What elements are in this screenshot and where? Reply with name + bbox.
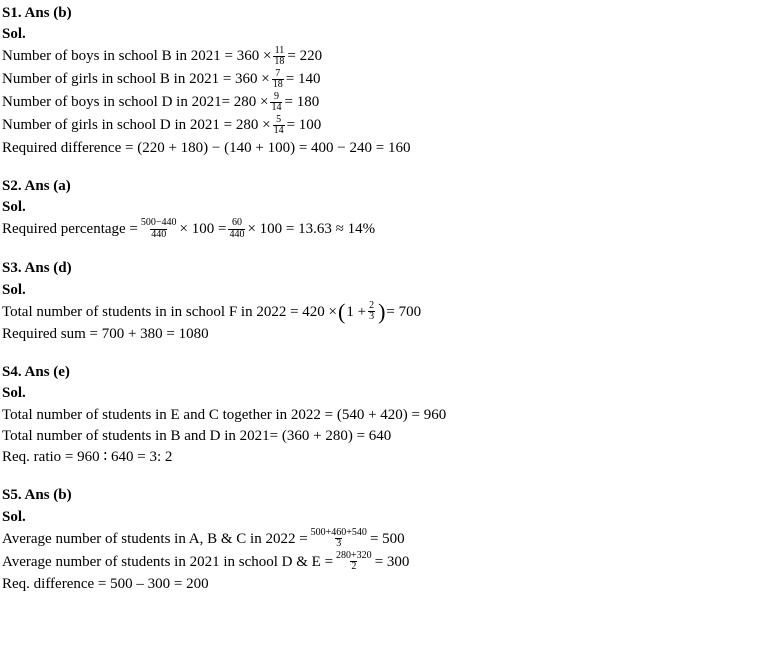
s4-line1: Total number of students in E and C toge… [2, 405, 755, 425]
s2-sol-label: Sol. [2, 197, 755, 217]
frac-den: 18 [273, 56, 285, 68]
text: Average number of students in A, B & C i… [2, 529, 308, 549]
frac-num: 500+460+540 [310, 528, 368, 539]
s5-line3: Req. difference = 500 – 300 = 200 [2, 574, 755, 594]
s1-line3: Number of boys in school D in 2021= 280 … [2, 92, 755, 114]
text: Total number of students in in school F … [2, 302, 337, 322]
frac-num: 9 [273, 92, 280, 103]
solution-s2: S2. Ans (a) Sol. Required percentage = 5… [2, 176, 755, 241]
fraction: 9 14 [270, 92, 282, 114]
fraction: 11 18 [273, 46, 285, 68]
s2-answer: S2. Ans (a) [2, 176, 755, 196]
frac-den: 2 [350, 561, 357, 573]
fraction: 7 18 [272, 69, 284, 91]
text: Number of boys in school D in 2021= 280 … [2, 92, 268, 112]
fraction: 2 3 [368, 301, 375, 323]
text: × 100 = [180, 219, 227, 239]
frac-num: 60 [231, 218, 243, 229]
frac-num: 500−440 [140, 218, 178, 229]
text: Number of girls in school B in 2021 = 36… [2, 69, 270, 89]
text: = 500 [370, 529, 405, 549]
right-paren: ) [378, 301, 385, 323]
fraction: 500−440 440 [140, 218, 178, 240]
solution-s1: S1. Ans (b) Sol. Number of boys in schoo… [2, 3, 755, 158]
left-paren: ( [338, 301, 345, 323]
fraction: 60 440 [228, 218, 245, 240]
solution-s5: S5. Ans (b) Sol. Average number of stude… [2, 485, 755, 594]
s2-line1: Required percentage = 500−440 440 × 100 … [2, 218, 755, 240]
frac-num: 11 [274, 46, 286, 57]
text: = 220 [287, 46, 322, 66]
s4-line3: Req. ratio = 960 ∶ 640 = 3: 2 [2, 447, 755, 467]
frac-den: 440 [228, 229, 245, 241]
frac-num: 2 [368, 301, 375, 312]
s1-line2: Number of girls in school B in 2021 = 36… [2, 69, 755, 91]
frac-num: 280+320 [335, 551, 373, 562]
fraction: 500+460+540 3 [310, 528, 368, 550]
s5-answer: S5. Ans (b) [2, 485, 755, 505]
s5-sol-label: Sol. [2, 507, 755, 527]
s1-line1: Number of boys in school B in 2021 = 360… [2, 46, 755, 68]
text: = 700 [386, 302, 421, 322]
frac-den: 440 [150, 229, 167, 241]
frac-den: 18 [272, 79, 284, 91]
text: 1 + [346, 302, 366, 322]
text: Number of boys in school B in 2021 = 360… [2, 46, 271, 66]
s3-answer: S3. Ans (d) [2, 258, 755, 278]
solutions-page: S1. Ans (b) Sol. Number of boys in schoo… [0, 0, 757, 622]
s1-answer: S1. Ans (b) [2, 3, 755, 23]
text: Average number of students in 2021 in sc… [2, 552, 333, 572]
s4-answer: S4. Ans (e) [2, 362, 755, 382]
fraction: 5 14 [273, 115, 285, 137]
s5-line2: Average number of students in 2021 in sc… [2, 551, 755, 573]
s1-line4: Number of girls in school D in 2021 = 28… [2, 115, 755, 137]
s3-line1: Total number of students in in school F … [2, 301, 755, 323]
text: = 300 [375, 552, 410, 572]
s5-line1: Average number of students in A, B & C i… [2, 528, 755, 550]
frac-den: 3 [335, 538, 342, 550]
s1-sol-label: Sol. [2, 24, 755, 44]
frac-den: 14 [273, 125, 285, 137]
s3-line2: Required sum = 700 + 380 = 1080 [2, 324, 755, 344]
frac-den: 14 [270, 102, 282, 114]
solution-s4: S4. Ans (e) Sol. Total number of student… [2, 362, 755, 467]
frac-den: 3 [368, 311, 375, 323]
solution-s3: S3. Ans (d) Sol. Total number of student… [2, 258, 755, 344]
s1-line5: Required difference = (220 + 180) − (140… [2, 138, 755, 158]
frac-num: 5 [275, 115, 282, 126]
text: = 140 [286, 69, 321, 89]
frac-num: 7 [274, 69, 281, 80]
text: = 180 [284, 92, 319, 112]
fraction: 280+320 2 [335, 551, 373, 573]
s4-sol-label: Sol. [2, 383, 755, 403]
s3-sol-label: Sol. [2, 280, 755, 300]
s4-line2: Total number of students in B and D in 2… [2, 426, 755, 446]
text: Number of girls in school D in 2021 = 28… [2, 115, 271, 135]
text: Required percentage = [2, 219, 138, 239]
text: = 100 [287, 115, 322, 135]
text: × 100 = 13.63 ≈ 14% [247, 219, 375, 239]
